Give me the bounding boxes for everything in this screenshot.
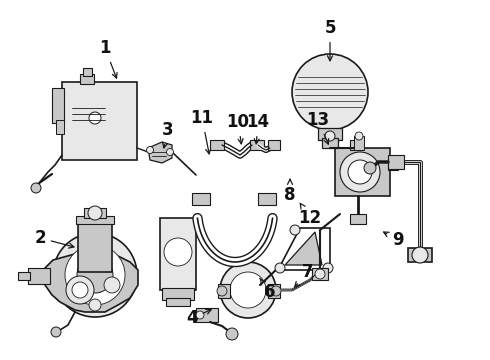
Text: 4: 4 [186, 309, 211, 327]
Bar [408, 248, 432, 262]
Bar [162, 288, 194, 300]
Bar [52, 88, 64, 123]
Circle shape [104, 277, 120, 293]
Circle shape [323, 263, 333, 273]
Text: 8: 8 [284, 179, 296, 204]
Bar [160, 218, 196, 290]
Circle shape [167, 149, 173, 156]
Text: 9: 9 [384, 231, 404, 249]
Polygon shape [285, 232, 322, 265]
Circle shape [220, 262, 276, 318]
Circle shape [412, 247, 428, 263]
Text: 6: 6 [260, 278, 276, 301]
Circle shape [88, 206, 102, 220]
Polygon shape [45, 252, 138, 312]
Bar [84, 208, 106, 218]
Circle shape [217, 286, 227, 296]
Circle shape [196, 311, 204, 319]
Bar [218, 284, 230, 298]
Text: 10: 10 [226, 113, 249, 144]
Bar [166, 298, 190, 306]
Bar [76, 216, 114, 224]
Text: 5: 5 [324, 19, 336, 61]
Text: 2: 2 [34, 229, 74, 248]
Polygon shape [148, 142, 172, 163]
Circle shape [355, 132, 363, 140]
Circle shape [340, 152, 380, 192]
Bar [312, 268, 328, 280]
Circle shape [348, 160, 372, 184]
Bar [18, 272, 30, 280]
Text: 11: 11 [191, 109, 214, 154]
Text: 1: 1 [99, 39, 117, 78]
Circle shape [89, 112, 101, 124]
Circle shape [89, 299, 101, 311]
Circle shape [31, 183, 41, 193]
Circle shape [325, 131, 335, 141]
Bar [350, 214, 366, 224]
Bar [196, 308, 218, 322]
Circle shape [77, 257, 113, 293]
Bar [268, 284, 280, 298]
Bar [83, 68, 92, 76]
Bar [354, 136, 364, 150]
Bar [56, 120, 64, 134]
Circle shape [292, 54, 368, 130]
Bar [258, 193, 276, 205]
Circle shape [53, 233, 137, 317]
Circle shape [66, 276, 94, 304]
Circle shape [315, 269, 325, 279]
Circle shape [147, 147, 153, 153]
Bar [350, 140, 362, 150]
Circle shape [230, 272, 266, 308]
Bar [78, 220, 112, 272]
Bar [335, 148, 390, 196]
Bar [62, 82, 137, 160]
Bar [250, 140, 264, 150]
Circle shape [164, 238, 192, 266]
Bar [28, 268, 50, 284]
Circle shape [271, 286, 281, 296]
Bar [388, 155, 404, 169]
Circle shape [290, 225, 300, 235]
Circle shape [275, 263, 285, 273]
Circle shape [72, 282, 88, 298]
Bar [322, 138, 338, 148]
Bar [80, 74, 94, 84]
Text: 3: 3 [162, 121, 174, 148]
Bar [192, 193, 210, 205]
Text: 12: 12 [298, 203, 321, 227]
Bar [268, 140, 280, 150]
Bar [388, 158, 398, 170]
Text: 14: 14 [246, 113, 270, 144]
Bar [210, 140, 224, 150]
Text: 13: 13 [306, 111, 330, 144]
Circle shape [65, 245, 125, 305]
Circle shape [226, 328, 238, 340]
Circle shape [364, 162, 376, 174]
Circle shape [51, 327, 61, 337]
Bar [318, 128, 342, 140]
Text: 7: 7 [295, 263, 314, 287]
